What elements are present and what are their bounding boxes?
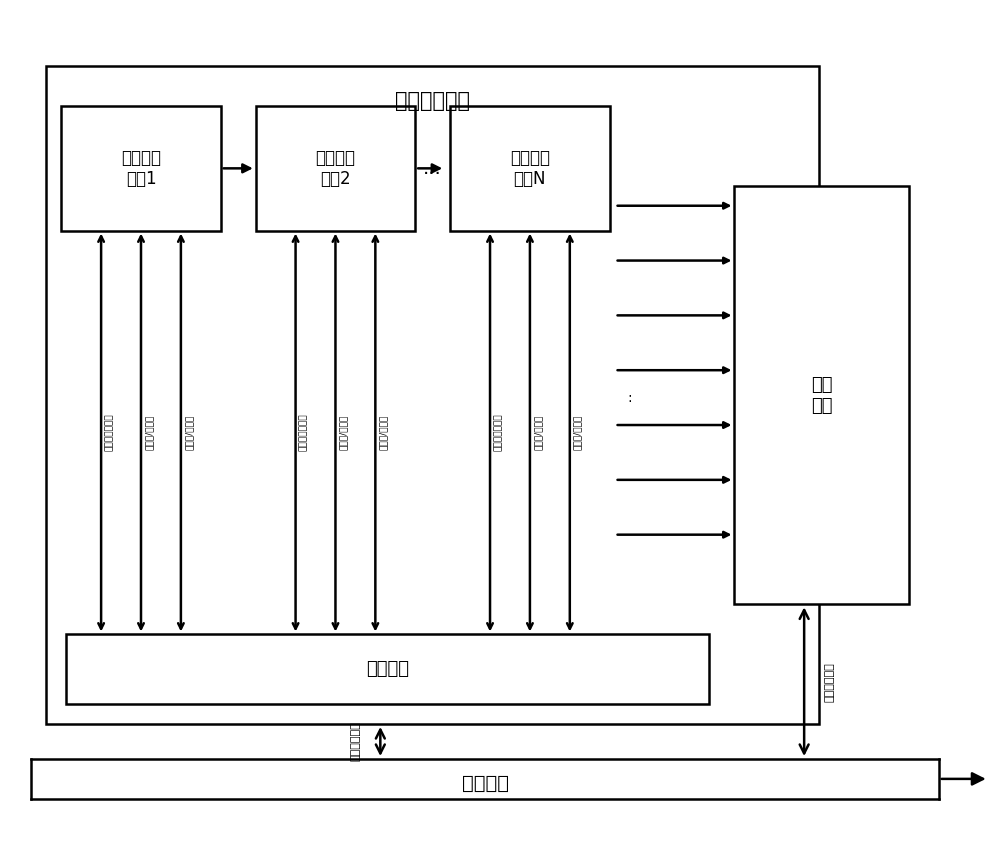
Text: 数据读/写完成: 数据读/写完成 [573, 415, 582, 450]
Text: 数据读/写请求: 数据读/写请求 [144, 415, 153, 450]
Text: ...: ... [423, 159, 442, 178]
Text: 数据读/写请求: 数据读/写请求 [533, 415, 542, 450]
Bar [256, 106, 415, 231]
Text: 数据处理模块: 数据处理模块 [395, 91, 470, 111]
Text: 数据读/写请求: 数据读/写请求 [339, 415, 348, 450]
Text: :: : [627, 391, 632, 405]
Text: 总线接口: 总线接口 [366, 660, 409, 678]
Text: 追踪
模块: 追踪 模块 [811, 375, 832, 414]
Text: 数据读/写完成: 数据读/写完成 [184, 415, 193, 450]
Text: 数据控制总线: 数据控制总线 [824, 662, 834, 702]
Text: 数据控制总线: 数据控制总线 [350, 721, 360, 761]
Text: 数据及其他通信: 数据及其他通信 [494, 413, 503, 452]
Bar [66, 634, 709, 704]
Text: 数据处理
单元N: 数据处理 单元N [510, 149, 550, 188]
Text: 数据及其他通信: 数据及其他通信 [105, 413, 114, 452]
Bar [46, 67, 819, 724]
Bar [450, 106, 610, 231]
Text: 数据及其他通信: 数据及其他通信 [299, 413, 308, 452]
Text: 数据处理
单元2: 数据处理 单元2 [315, 149, 355, 188]
Text: 数据处理
单元1: 数据处理 单元1 [121, 149, 161, 188]
Text: 芯片总线: 芯片总线 [462, 774, 509, 793]
Bar [61, 106, 221, 231]
Text: 数据读/写完成: 数据读/写完成 [379, 415, 388, 450]
Bar [734, 186, 909, 605]
